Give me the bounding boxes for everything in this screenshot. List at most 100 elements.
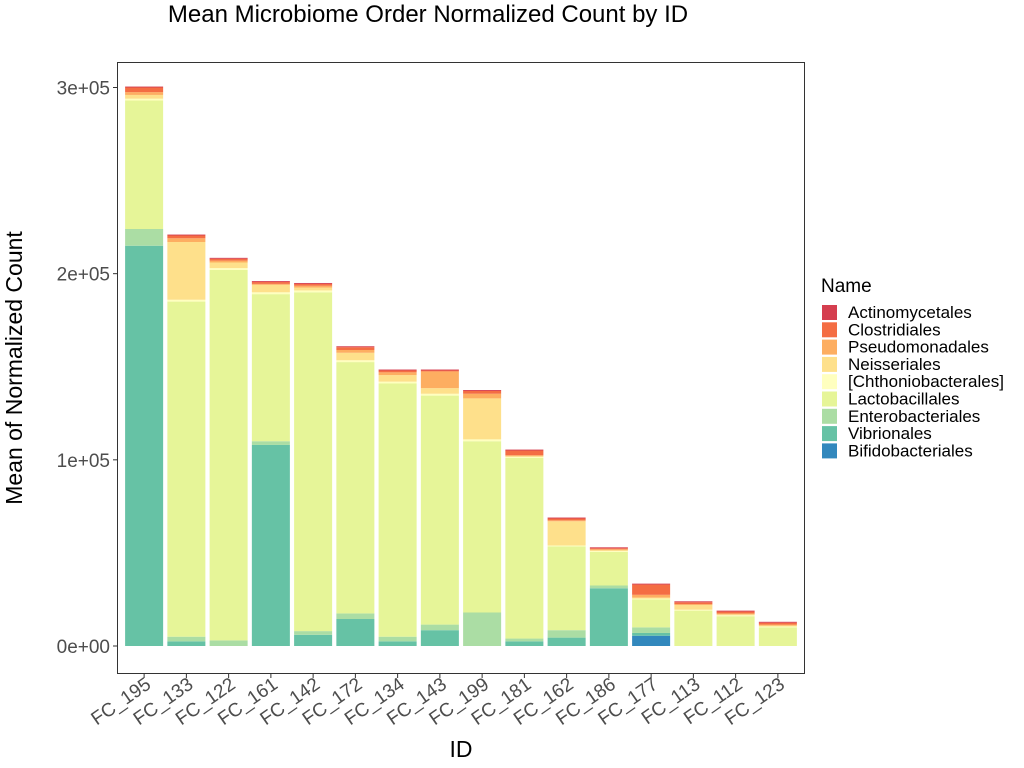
bar-segment bbox=[589, 585, 628, 589]
plot-border bbox=[117, 62, 805, 674]
bar-segment bbox=[505, 450, 544, 456]
bar-segment bbox=[632, 584, 671, 595]
legend-label: Pseudomonadales bbox=[848, 338, 989, 357]
bar-segment bbox=[378, 381, 417, 384]
bar-segment bbox=[209, 262, 248, 269]
bar-segment bbox=[589, 551, 628, 586]
bar-segment bbox=[420, 393, 459, 396]
bar-segment bbox=[758, 622, 797, 625]
bar-segment bbox=[294, 285, 333, 288]
bar-segment bbox=[336, 347, 375, 350]
legend-label: [Chthoniobacterales] bbox=[848, 372, 1004, 391]
bar-segment bbox=[463, 393, 502, 399]
bar-segment bbox=[589, 547, 628, 549]
bar-segment bbox=[167, 235, 206, 239]
bar-segment bbox=[674, 601, 713, 603]
bar-segment bbox=[251, 444, 290, 646]
bar-segment bbox=[294, 634, 333, 646]
bar-segment bbox=[209, 258, 248, 261]
bar-segment bbox=[547, 517, 586, 519]
legend-swatch bbox=[822, 443, 837, 459]
bar-segment bbox=[167, 299, 206, 302]
legend-label: Clostridiales bbox=[848, 320, 941, 339]
legend-label: Neisseriales bbox=[848, 355, 941, 374]
bar-segment bbox=[378, 636, 417, 642]
bar-segment bbox=[167, 242, 206, 300]
bar-segment bbox=[632, 599, 671, 628]
bar-segment bbox=[209, 268, 248, 270]
bar-segment bbox=[336, 352, 375, 361]
y-tick-label: 1e+05 bbox=[57, 451, 110, 472]
x-axis: FC_195FC_133FC_122FC_161FC_142FC_172FC_1… bbox=[88, 673, 789, 730]
bar-segment bbox=[336, 362, 375, 614]
bar-segment bbox=[420, 630, 459, 646]
bar-segment bbox=[505, 455, 544, 457]
bar-segment bbox=[420, 369, 459, 371]
bar-segment bbox=[716, 615, 755, 617]
bar-segment bbox=[505, 457, 544, 639]
bar-segment bbox=[294, 287, 333, 291]
bar-segment bbox=[758, 621, 797, 623]
legend-swatch bbox=[822, 305, 837, 320]
bar-segment bbox=[632, 632, 671, 636]
legend-swatch bbox=[822, 356, 837, 372]
bar-segment bbox=[294, 292, 333, 632]
legend-title: Name bbox=[821, 276, 872, 297]
bar-segment bbox=[209, 269, 248, 641]
bar-segment bbox=[378, 369, 417, 371]
legend-label: Vibrionales bbox=[848, 424, 932, 443]
bar-segment bbox=[125, 98, 164, 101]
bar-segment bbox=[336, 346, 375, 348]
bar-segment bbox=[378, 641, 417, 646]
plot-area bbox=[125, 86, 797, 647]
bar-segment bbox=[125, 245, 164, 647]
bar-segment bbox=[294, 283, 333, 286]
legend-swatch bbox=[822, 391, 837, 407]
bar-segment bbox=[758, 625, 797, 627]
bar-segment bbox=[336, 360, 375, 363]
bar-segment bbox=[251, 282, 290, 284]
bar-segment bbox=[716, 610, 755, 612]
bar-segment bbox=[209, 260, 248, 263]
bar-segment bbox=[758, 626, 797, 628]
bar-segment bbox=[209, 257, 248, 259]
bar-segment bbox=[420, 395, 459, 625]
bar-segment bbox=[420, 371, 459, 389]
chart-title: Mean Microbiome Order Normalized Count b… bbox=[168, 1, 688, 28]
bar-segment bbox=[716, 616, 755, 646]
bar-segment bbox=[125, 228, 164, 246]
bar-segment bbox=[463, 612, 502, 646]
legend: Name ActinomycetalesClostridialesPseudom… bbox=[821, 276, 1004, 460]
bar-segment bbox=[336, 619, 375, 646]
bar-segment bbox=[336, 350, 375, 353]
bar-segment bbox=[547, 637, 586, 646]
bar-segment bbox=[547, 546, 586, 631]
bar-segment bbox=[547, 518, 586, 521]
bar-segment bbox=[547, 630, 586, 638]
bar-segment bbox=[125, 87, 164, 93]
bar-segment bbox=[125, 94, 164, 99]
bar-segment bbox=[463, 390, 502, 394]
bar-segment bbox=[632, 635, 671, 646]
legend-items: ActinomycetalesClostridialesPseudomonada… bbox=[822, 303, 1004, 460]
legend-swatch bbox=[822, 374, 837, 390]
bar-segment bbox=[167, 238, 206, 243]
bar-segment bbox=[716, 613, 755, 615]
bar-segment bbox=[294, 631, 333, 635]
bar-segment bbox=[505, 638, 544, 642]
bar-segment bbox=[674, 604, 713, 606]
bar-segment bbox=[294, 290, 333, 293]
bar-segment bbox=[251, 284, 290, 293]
bar-segment bbox=[251, 281, 290, 283]
bar-segment bbox=[505, 449, 544, 451]
bar-segment bbox=[589, 588, 628, 646]
bar-segment bbox=[463, 398, 502, 440]
y-axis-title: Mean of Normalized Count bbox=[1, 231, 27, 505]
bar-segment bbox=[378, 370, 417, 373]
bar-segment bbox=[167, 636, 206, 642]
bar-segment bbox=[125, 100, 164, 229]
bar-segment bbox=[547, 521, 586, 546]
y-tick-label: 2e+05 bbox=[57, 265, 110, 286]
bar-segment bbox=[294, 282, 333, 284]
